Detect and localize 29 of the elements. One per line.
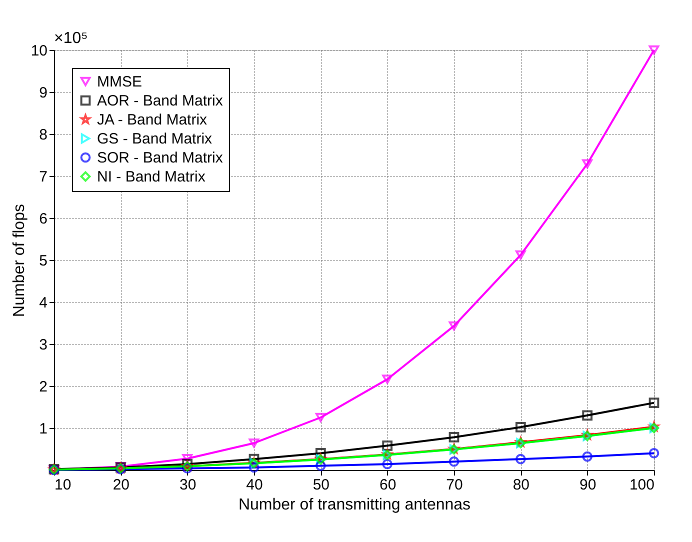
y-tick-label: 6 (39, 210, 48, 228)
y-tick-label: 2 (39, 378, 48, 396)
x-tick-label: 50 (312, 476, 330, 494)
y-tick-label: 8 (39, 126, 48, 144)
y-tick-label: 10 (30, 42, 48, 60)
y-tick-label: 4 (39, 294, 48, 312)
legend-label: AOR - Band Matrix (97, 92, 224, 110)
x-tick-label: 70 (446, 476, 463, 494)
legend-label: SOR - Band Matrix (97, 150, 224, 166)
y-tick-label: 1 (39, 420, 48, 438)
x-axis-title: Number of transmitting antennas (238, 496, 471, 514)
x-tick-label: 10 (54, 476, 72, 494)
legend-label: NI - Band Matrix (97, 168, 206, 186)
x-tick-label: 100 (629, 476, 654, 494)
legend-label: JA - Band Matrix (97, 112, 208, 128)
x-tick-label: 20 (112, 476, 130, 494)
x-tick-label: 30 (179, 476, 196, 494)
x-tick-label: 80 (512, 476, 530, 494)
x-tick-label: 40 (246, 476, 263, 494)
legend-label: GS - Band Matrix (97, 130, 213, 148)
y-tick-label: 9 (39, 84, 48, 102)
y-tick-label: 3 (39, 336, 48, 354)
x-tick-label: 90 (579, 476, 596, 494)
legend-label: MMSE (97, 74, 142, 90)
y-axis-title: Number of flops (10, 204, 28, 317)
x-tick-label: 60 (379, 476, 396, 494)
text: ×10⁵ (54, 30, 88, 47)
y-tick-label: 5 (39, 252, 48, 270)
y-tick-label: 7 (39, 168, 48, 186)
